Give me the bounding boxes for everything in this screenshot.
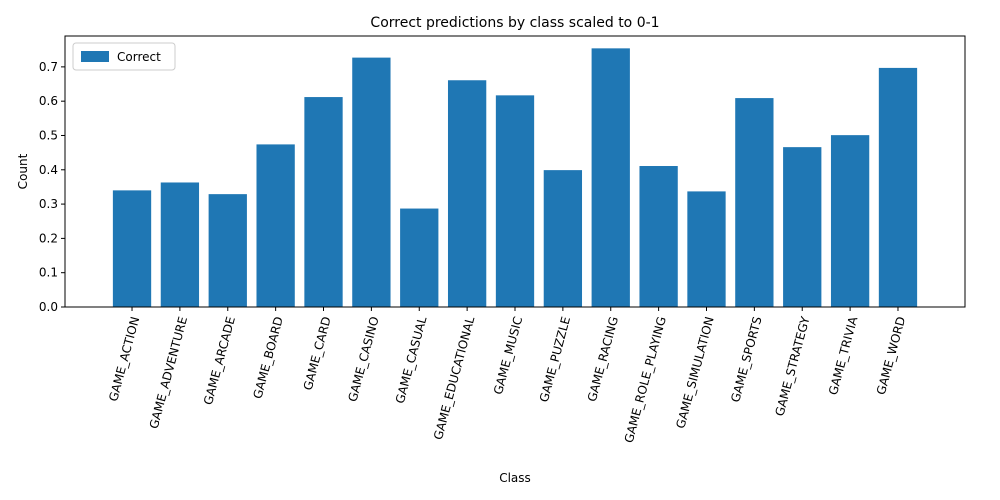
y-tick-label: 0.2 xyxy=(39,231,58,245)
legend-entry-correct: Correct xyxy=(117,50,161,64)
bars-group xyxy=(112,48,918,308)
y-tick-label: 0.1 xyxy=(39,266,58,280)
bar-game-action xyxy=(112,190,152,307)
bar-game-casual xyxy=(400,208,439,307)
legend-box xyxy=(72,42,176,71)
bar-game-music xyxy=(495,95,535,307)
bar-game-racing xyxy=(591,48,630,307)
legend-swatch xyxy=(81,51,109,62)
y-tick-label: 0.6 xyxy=(39,94,58,108)
bar-game-arcade xyxy=(208,194,247,307)
bar-game-word xyxy=(878,67,918,308)
y-tick-label: 0.4 xyxy=(39,163,58,177)
x-axis-label: Class xyxy=(499,471,531,485)
bar-game-role-playing xyxy=(639,166,678,307)
y-tick-label: 0.5 xyxy=(39,128,58,142)
bar-game-simulation xyxy=(687,191,726,307)
bar-game-trivia xyxy=(830,135,870,307)
bar-game-sports xyxy=(735,98,774,307)
bar-game-casino xyxy=(352,57,391,308)
plot-frame xyxy=(64,35,966,308)
bar-game-adventure xyxy=(160,182,200,307)
bar-game-board xyxy=(256,144,295,307)
bar-game-puzzle xyxy=(543,170,583,307)
y-tick-label: 0.0 xyxy=(39,300,58,314)
y-axis-label: Count xyxy=(16,153,30,189)
y-tick-label: 0.3 xyxy=(39,197,58,211)
legend: Correct xyxy=(72,42,176,71)
bar-game-educational xyxy=(447,80,487,308)
bar-game-strategy xyxy=(783,147,822,307)
chart-title: Correct predictions by class scaled to 0… xyxy=(370,15,659,31)
y-tick-label: 0.7 xyxy=(39,60,58,74)
bar-game-card xyxy=(304,97,343,307)
y-axis: 0.0 0.1 0.2 0.3 0.4 0.5 0.6 0.7 xyxy=(39,60,65,314)
